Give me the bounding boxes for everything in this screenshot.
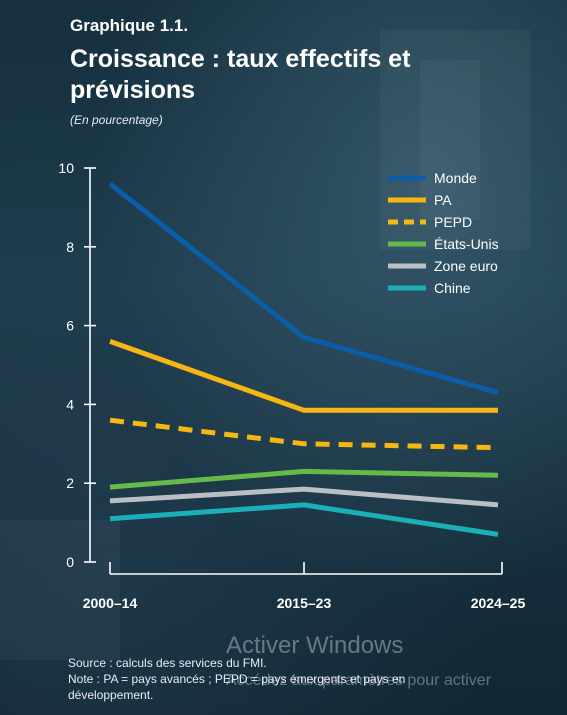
series-line-4 xyxy=(109,486,499,508)
abbreviation-note: Note : PA = pays avancés ; PEPD = pays é… xyxy=(68,672,406,702)
series-layer xyxy=(108,181,499,537)
series-line-5 xyxy=(109,502,499,537)
windows-activation-watermark: Activer Windows xyxy=(226,632,404,659)
legend-label: Zone euro xyxy=(434,258,498,274)
legend-label: PA xyxy=(434,192,452,208)
axis-layer: 0 2 4 6 8 10 2000–14 2015–23 2024–25 xyxy=(58,160,525,611)
x-tick-label: 2024–25 xyxy=(471,595,526,611)
legend-label: PEPD xyxy=(434,214,472,230)
y-tick-label: 4 xyxy=(66,396,74,412)
chart-legend: Monde PA PEPD États-Unis Zone euro Chine xyxy=(388,170,499,296)
chart-title: Croissance : taux effectifs et prévision… xyxy=(70,45,411,104)
legend-label: États-Unis xyxy=(434,236,499,252)
legend-label: Monde xyxy=(434,170,477,186)
y-tick-label: 8 xyxy=(66,239,74,255)
x-tick-label: 2015–23 xyxy=(277,595,332,611)
series-line-0 xyxy=(108,181,499,396)
y-tick-label: 2 xyxy=(66,475,74,491)
x-tick-label: 2000–14 xyxy=(83,595,138,611)
series-line-2 xyxy=(109,417,499,451)
windows-activation-hint: Accédez aux paramètres pour activer xyxy=(226,672,492,689)
source-note: Source : calculs des services du FMI. xyxy=(68,656,267,670)
legend-label: Chine xyxy=(434,280,471,296)
series-line-3 xyxy=(109,468,499,490)
chart-subtitle: (En pourcentage) xyxy=(70,113,163,127)
y-tick-label: 0 xyxy=(66,554,74,570)
figure-number: Graphique 1.1. xyxy=(70,16,189,35)
series-line-1 xyxy=(109,339,498,413)
chart-notes: Source : calculs des services du FMI. No… xyxy=(68,655,488,703)
y-tick-label: 10 xyxy=(58,160,74,176)
y-tick-label: 6 xyxy=(66,318,74,334)
